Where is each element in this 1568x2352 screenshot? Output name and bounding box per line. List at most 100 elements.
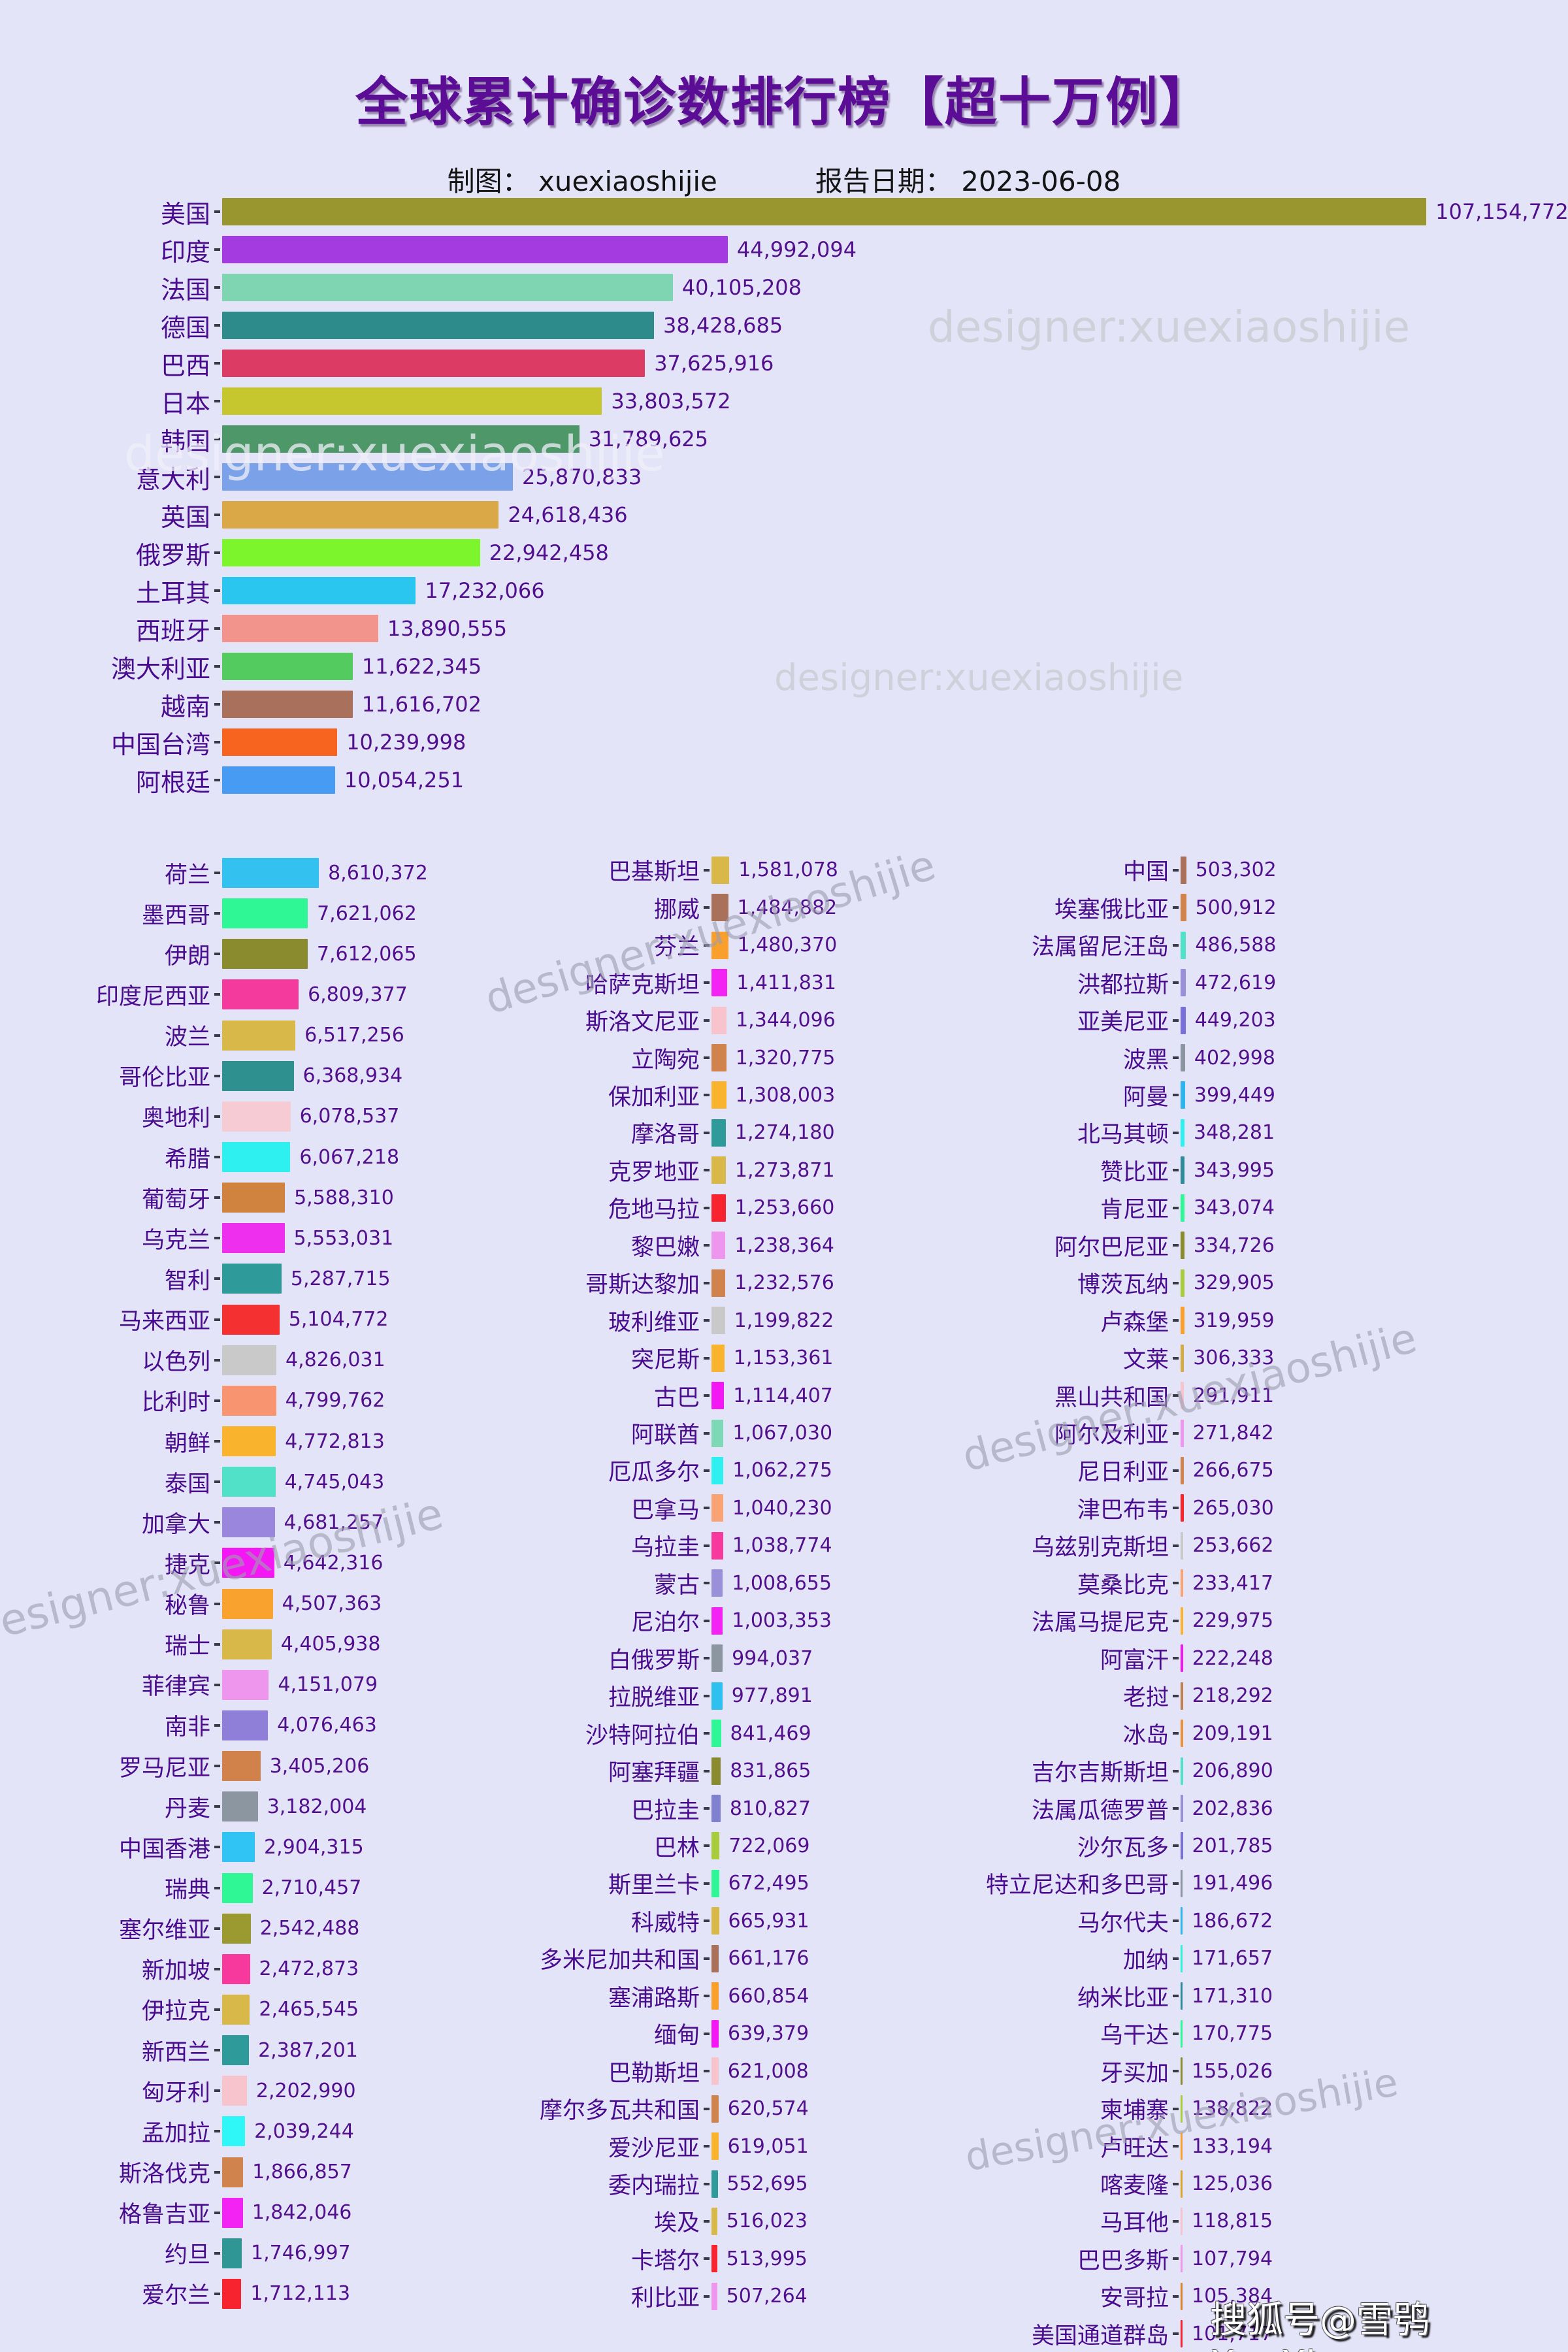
value-label: 1,712,113 xyxy=(250,2282,351,2306)
country-label: 喀麦隆 xyxy=(1100,2173,1169,2200)
value-label: 222,248 xyxy=(1192,1646,1273,1670)
axis-tick xyxy=(214,741,220,743)
axis-tick xyxy=(214,1805,220,1808)
bar xyxy=(222,728,338,756)
axis-tick xyxy=(704,2257,710,2261)
value-label: 665,931 xyxy=(728,1909,809,1933)
country-label: 孟加拉 xyxy=(141,2120,210,2147)
axis-tick xyxy=(214,2089,220,2093)
axis-tick xyxy=(1173,1844,1179,1848)
bar xyxy=(222,2076,247,2106)
bar-row: 巴拿马 1,040,230 xyxy=(487,1490,945,1527)
axis-tick xyxy=(704,1244,710,1247)
value-label: 186,672 xyxy=(1192,1909,1273,1933)
bar-row: 波黑 402,998 xyxy=(956,1039,1568,1076)
value-label: 7,612,065 xyxy=(316,942,417,966)
axis-tick xyxy=(214,2130,220,2133)
country-label: 沙特阿拉伯 xyxy=(585,1722,700,1749)
value-label: 4,405,938 xyxy=(280,1633,381,1656)
bar-row: 伊朗 7,612,065 xyxy=(14,934,482,974)
value-label: 399,449 xyxy=(1194,1083,1275,1107)
bar xyxy=(1181,1269,1184,1297)
bar-row: 伊拉克 2,465,545 xyxy=(14,1989,482,2030)
value-label: 8,610,372 xyxy=(328,861,428,885)
axis-tick xyxy=(1173,1995,1179,1998)
bar-row: 牙买加 155,026 xyxy=(956,2052,1568,2089)
value-label: 507,264 xyxy=(726,2285,808,2308)
bar xyxy=(222,463,513,491)
bar xyxy=(222,387,602,415)
bar-row: 尼日利亚 266,675 xyxy=(956,1452,1568,1489)
bar-row: 南非 4,076,463 xyxy=(14,1705,482,1746)
bar xyxy=(222,2035,250,2066)
country-label: 智利 xyxy=(164,1267,210,1294)
value-label: 33,803,572 xyxy=(611,389,731,414)
axis-tick xyxy=(704,1507,710,1510)
bar-row: 菲律宾 4,151,079 xyxy=(14,1665,482,1705)
bar-row: 塞尔维亚 2,542,488 xyxy=(14,1908,482,1949)
bar-row: 白俄罗斯 994,037 xyxy=(487,1640,945,1677)
axis-tick xyxy=(1173,1657,1179,1660)
bar xyxy=(222,539,480,566)
bar-row: 加拿大 4,681,257 xyxy=(14,1502,482,1543)
country-label: 爱尔兰 xyxy=(141,2283,210,2310)
country-label: 卢森堡 xyxy=(1100,1309,1169,1336)
value-label: 229,975 xyxy=(1192,1609,1274,1633)
bar-row: 印度 44,992,094 xyxy=(14,231,1568,269)
axis-tick xyxy=(214,589,220,592)
country-label: 莫桑比克 xyxy=(1077,1572,1169,1599)
axis-tick xyxy=(704,1019,710,1022)
country-label: 古巴 xyxy=(653,1384,700,1411)
bar-row: 卢森堡 319,959 xyxy=(956,1301,1568,1339)
country-label: 突尼斯 xyxy=(630,1347,700,1374)
country-label: 白俄罗斯 xyxy=(608,1647,700,1674)
axis-tick xyxy=(214,476,220,478)
bar-row: 拉脱维亚 977,891 xyxy=(487,1677,945,1714)
country-label: 南非 xyxy=(164,1714,210,1741)
bar-row: 阿联酋 1,067,030 xyxy=(487,1414,945,1452)
axis-tick xyxy=(704,2070,710,2073)
value-label: 25,870,833 xyxy=(522,465,642,489)
bar xyxy=(711,1419,724,1447)
country-label: 摩洛哥 xyxy=(630,1122,700,1149)
axis-tick xyxy=(1173,1244,1179,1247)
bar-row: 新西兰 2,387,201 xyxy=(14,2030,482,2070)
bar xyxy=(711,1531,723,1560)
country-label: 墨西哥 xyxy=(141,902,210,929)
value-label: 107,794 xyxy=(1192,2247,1273,2270)
value-label: 486,588 xyxy=(1195,934,1277,957)
axis-tick xyxy=(1173,2070,1179,2073)
country-label: 美国通道群岛 xyxy=(1031,2323,1169,2349)
country-label: 中国香港 xyxy=(118,1836,210,1863)
bar xyxy=(1181,2095,1183,2123)
bar-row: 巴基斯坦 1,581,078 xyxy=(487,851,945,889)
bar-row: 北马其顿 348,281 xyxy=(956,1114,1568,1151)
value-label: 2,387,201 xyxy=(258,2038,358,2062)
bar-row: 阿尔巴尼亚 334,726 xyxy=(956,1227,1568,1264)
axis-tick xyxy=(704,1094,710,1097)
country-label: 巴勒斯坦 xyxy=(608,2060,700,2087)
value-label: 3,405,206 xyxy=(269,1754,370,1778)
bar xyxy=(711,1795,721,1823)
bar-row: 多米尼加共和国 661,176 xyxy=(487,1940,945,1977)
value-label: 4,642,316 xyxy=(283,1551,384,1575)
value-label: 24,618,436 xyxy=(508,502,628,527)
bar xyxy=(222,1629,272,1659)
bar-row: 爱尔兰 1,712,113 xyxy=(14,2274,482,2314)
axis-tick xyxy=(704,1431,710,1435)
axis-tick xyxy=(704,1657,710,1660)
country-label: 玻利维亚 xyxy=(608,1309,700,1336)
country-label: 阿尔巴尼亚 xyxy=(1054,1234,1169,1261)
country-label: 新加坡 xyxy=(141,1958,210,1985)
bar xyxy=(1181,2207,1183,2235)
bar-row: 卢旺达 133,194 xyxy=(956,2127,1568,2164)
value-label: 449,203 xyxy=(1194,1009,1276,1032)
bar-row: 纳米比亚 171,310 xyxy=(956,1978,1568,2015)
country-label: 俄罗斯 xyxy=(135,540,210,570)
bar xyxy=(222,2116,246,2147)
axis-tick xyxy=(214,400,220,402)
country-label: 日本 xyxy=(160,389,210,418)
bar xyxy=(1181,1869,1183,1897)
axis-tick xyxy=(1173,2295,1179,2298)
bar xyxy=(1181,1156,1184,1184)
